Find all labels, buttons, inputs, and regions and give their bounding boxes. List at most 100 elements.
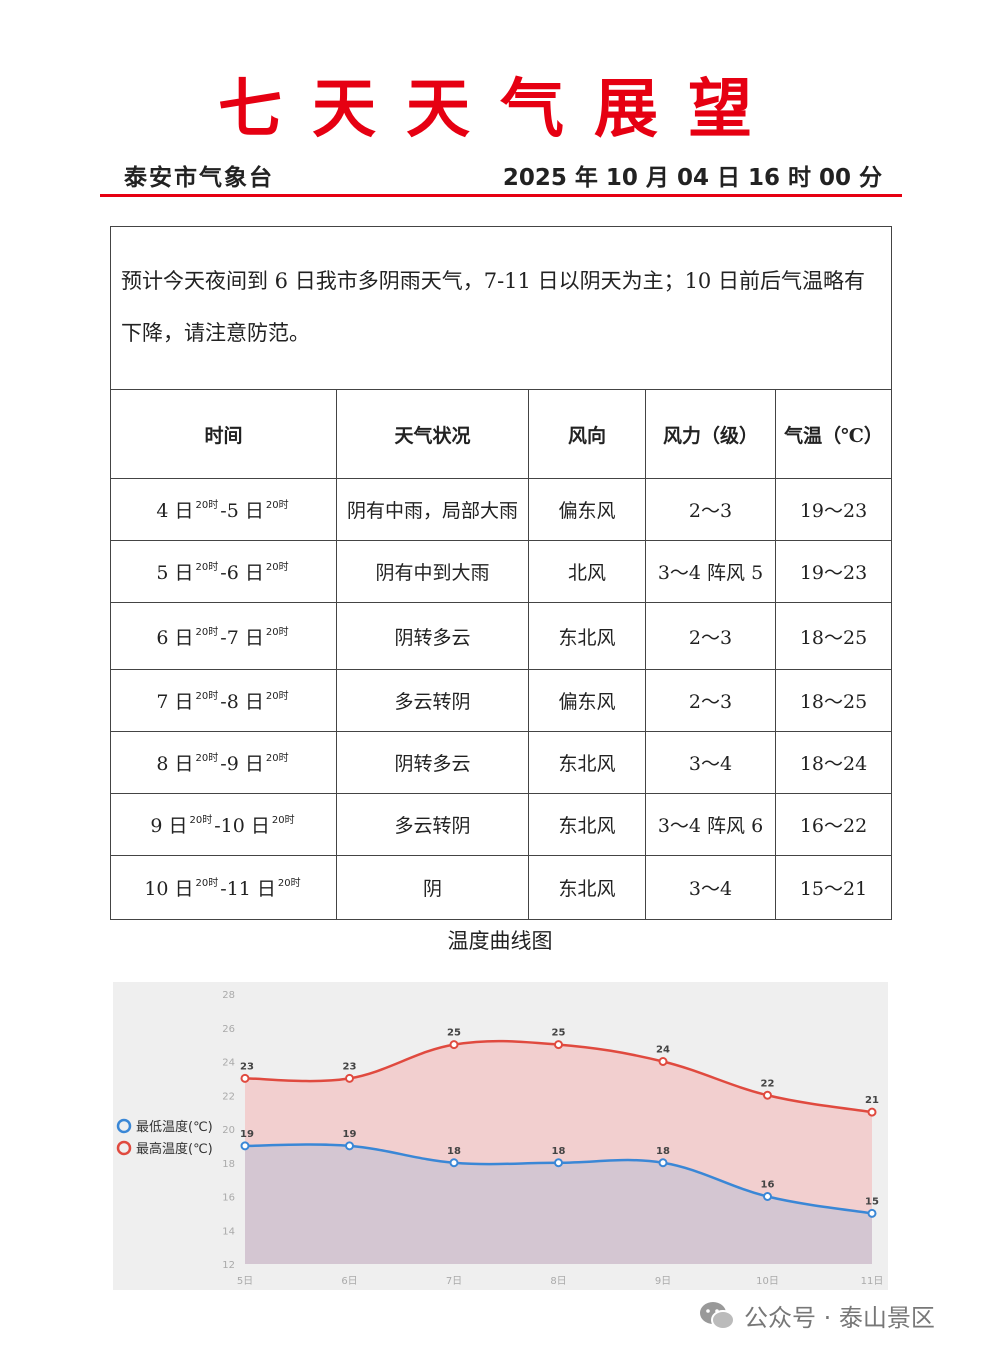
x-tick-label: 8日 — [550, 1276, 566, 1287]
cell-weather: 阴有中雨，局部大雨 — [336, 478, 529, 541]
table-row: 4 日 20时 -5 日 20时 阴有中雨，局部大雨 偏东风 2～3 19～23 — [110, 478, 892, 541]
table-row: 10 日 20时 -11 日 20时 阴 东北风 3～4 15～21 — [110, 855, 892, 920]
data-point — [658, 1057, 668, 1066]
x-tick-label: 7日 — [446, 1276, 462, 1287]
data-point — [554, 1040, 563, 1050]
time-to: -11 日 — [220, 878, 276, 900]
time-sup: 20时 — [271, 815, 295, 826]
red-divider — [100, 194, 902, 197]
cell-temperature: 19～23 — [775, 478, 892, 541]
time-from: 8 日 — [156, 753, 194, 775]
issue-datetime: 2025 年 10 月 04 日 16 时 00 分 — [502, 165, 882, 191]
cell-time: 10 日 20时 -11 日 20时 — [110, 855, 337, 920]
time-sup: 20时 — [277, 878, 301, 889]
y-tick-label: 26 — [222, 1024, 235, 1035]
time-sup: 20时 — [195, 562, 219, 573]
cell-time: 7 日 20时 -8 日 20时 — [110, 669, 337, 732]
time-sup: 20时 — [195, 500, 219, 511]
cell-wind-direction: 东北风 — [528, 793, 646, 856]
time-sup: 20时 — [265, 691, 289, 702]
header-weather: 天气状况 — [336, 389, 529, 479]
watermark-text: 公众号 · 泰山景区 — [744, 1304, 935, 1332]
legend-marker[interactable] — [116, 1118, 132, 1134]
cell-wind-direction: 东北风 — [528, 602, 646, 670]
header-wind-force: 风力（级） — [645, 389, 776, 479]
time-sup: 20时 — [265, 562, 289, 573]
cell-temperature: 18～25 — [775, 602, 892, 670]
cell-wind-force: 3～4 — [645, 855, 776, 920]
time-from: 6 日 — [156, 626, 194, 649]
legend-marker[interactable] — [116, 1140, 132, 1156]
cell-temperature: 15～21 — [775, 855, 892, 920]
cell-wind-direction: 偏东风 — [528, 478, 646, 541]
table-header-row: 时间 天气状况 风向 风力（级） 气温（℃） — [110, 389, 892, 479]
cell-weather: 阴转多云 — [336, 731, 529, 794]
data-label: 19 — [240, 1129, 254, 1140]
cell-wind-direction: 东北风 — [528, 855, 646, 920]
time-to: -5 日 — [220, 500, 264, 522]
data-point — [345, 1073, 354, 1083]
time-to: -9 日 — [220, 753, 264, 775]
time-from: 4 日 — [156, 500, 194, 522]
data-label: 18 — [656, 1146, 670, 1157]
data-point — [554, 1158, 563, 1168]
y-tick-label: 18 — [222, 1159, 235, 1170]
cell-temperature: 19～23 — [775, 540, 892, 603]
legend-label[interactable]: 最高温度(℃) — [136, 1141, 213, 1157]
legend-label[interactable]: 最低温度(℃) — [136, 1119, 213, 1135]
x-tick-label: 11日 — [861, 1276, 884, 1287]
time-from: 7 日 — [156, 691, 194, 713]
cell-wind-force: 3～4 — [645, 731, 776, 794]
time-sup: 20时 — [265, 500, 289, 511]
table-row: 8 日 20时 -9 日 20时 阴转多云 东北风 3～4 18～24 — [110, 731, 892, 794]
data-label: 25 — [447, 1028, 461, 1039]
cell-time: 4 日 20时 -5 日 20时 — [110, 478, 337, 541]
cell-temperature: 18～25 — [775, 669, 892, 732]
area-fill — [245, 1144, 872, 1264]
data-label: 19 — [343, 1129, 357, 1140]
cell-wind-force: 2～3 — [645, 669, 776, 732]
data-point — [658, 1158, 668, 1168]
organization: 泰安市气象台 — [124, 164, 274, 191]
data-label: 18 — [552, 1146, 566, 1157]
time-from: 10 日 — [144, 878, 194, 900]
cell-time: 6 日 20时 -7 日 20时 — [110, 602, 337, 670]
time-from: 5 日 — [156, 562, 194, 584]
y-tick-label: 24 — [222, 1058, 235, 1069]
cell-weather: 多云转阴 — [336, 669, 529, 732]
cell-time: 5 日 20时 -6 日 20时 — [110, 540, 337, 603]
data-label: 23 — [240, 1061, 254, 1072]
y-tick-label: 16 — [222, 1193, 235, 1204]
cell-weather: 阴转多云 — [336, 602, 529, 670]
data-point — [449, 1158, 459, 1168]
time-sup: 20时 — [265, 753, 289, 764]
time-sup: 20时 — [195, 878, 219, 889]
cell-wind-direction: 东北风 — [528, 731, 646, 794]
y-tick-label: 28 — [222, 990, 235, 1001]
data-point — [867, 1208, 877, 1218]
cell-time: 9 日 20时 -10 日 20时 — [110, 793, 337, 856]
time-from: 9 日 — [150, 815, 188, 837]
forecast-table: 预计今天夜间到 6 日我市多阴雨天气，7-11 日以阴天为主；10 日前后气温略… — [110, 226, 892, 920]
time-sup: 20时 — [189, 815, 213, 826]
data-point — [345, 1141, 354, 1151]
data-label: 16 — [761, 1180, 775, 1191]
x-tick-label: 9日 — [655, 1276, 671, 1287]
time-to: -8 日 — [220, 691, 264, 713]
chart-title: 温度曲线图 — [447, 929, 553, 953]
cell-wind-force: 2～3 — [645, 478, 776, 541]
data-label: 25 — [552, 1028, 566, 1039]
y-tick-label: 22 — [222, 1091, 235, 1102]
time-sup: 20时 — [195, 753, 219, 764]
x-tick-label: 5日 — [237, 1276, 253, 1287]
forecast-summary: 预计今天夜间到 6 日我市多阴雨天气，7-11 日以阴天为主；10 日前后气温略… — [110, 226, 892, 390]
data-label: 15 — [865, 1196, 879, 1207]
cell-wind-force: 3～4 阵风 6 — [645, 793, 776, 856]
y-tick-label: 20 — [222, 1125, 235, 1136]
time-sup: 20时 — [265, 626, 289, 638]
header-temperature: 气温（℃） — [775, 389, 892, 479]
cell-temperature: 18～24 — [775, 731, 892, 794]
temperature-chart: 12 14 16 18 20 22 24 26 28 5日 6日 7日 8日 9日 10日 11日 23 23 25… — [113, 982, 888, 1290]
x-tick-label: 10日 — [756, 1276, 779, 1287]
